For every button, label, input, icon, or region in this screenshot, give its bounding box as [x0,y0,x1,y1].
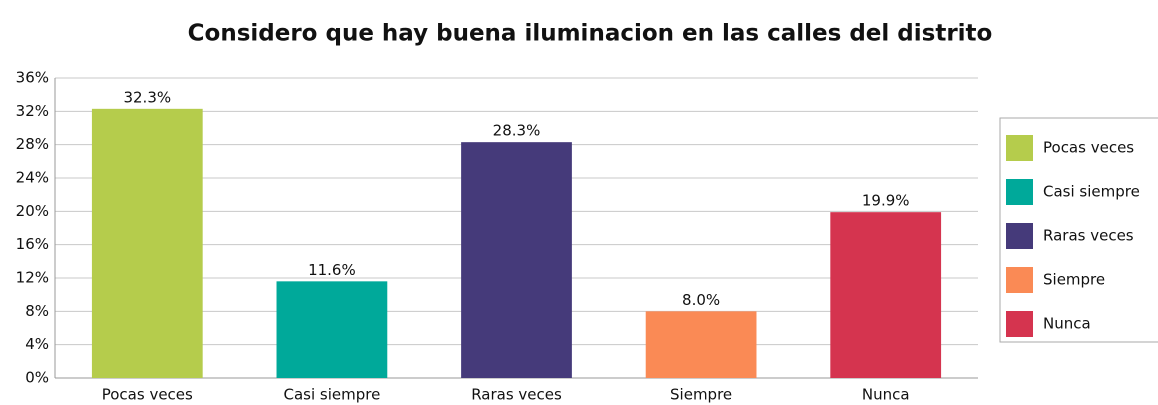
x-tick-label: Casi siempre [283,386,380,404]
value-label: 8.0% [682,291,720,309]
legend-swatch [1006,267,1033,293]
legend-swatch [1006,223,1033,249]
chart-title: Considero que hay buena iluminacion en l… [188,21,993,47]
value-label: 32.3% [123,88,171,106]
y-tick-label: 20% [16,202,49,220]
bar [91,108,203,378]
value-label: 19.9% [862,192,910,210]
y-tick-label: 28% [16,135,49,153]
legend-label: Raras veces [1043,227,1134,245]
x-tick-label: Siempre [670,386,732,404]
bar [276,281,388,378]
y-tick-label: 4% [25,335,49,353]
y-tick-label: 0% [25,369,49,387]
legend-swatch [1006,135,1033,161]
y-tick-label: 16% [16,235,49,253]
x-tick-label: Raras veces [471,386,562,404]
y-tick-label: 12% [16,269,49,287]
y-tick-label: 36% [16,69,49,87]
legend-label: Casi siempre [1043,183,1140,201]
value-label: 28.3% [493,122,541,140]
legend-label: Nunca [1043,315,1091,333]
bar [645,311,757,378]
legend-swatch [1006,311,1033,337]
bar [461,142,572,378]
legend-label: Siempre [1043,271,1105,289]
legend-label: Pocas veces [1043,139,1134,157]
y-tick-label: 8% [25,302,49,320]
legend-swatch [1006,179,1033,205]
x-tick-label: Nunca [862,386,910,404]
x-tick-label: Pocas veces [102,386,193,404]
bar [830,212,942,378]
y-tick-label: 32% [16,102,49,120]
value-label: 11.6% [308,261,356,279]
y-tick-label: 24% [16,169,49,187]
